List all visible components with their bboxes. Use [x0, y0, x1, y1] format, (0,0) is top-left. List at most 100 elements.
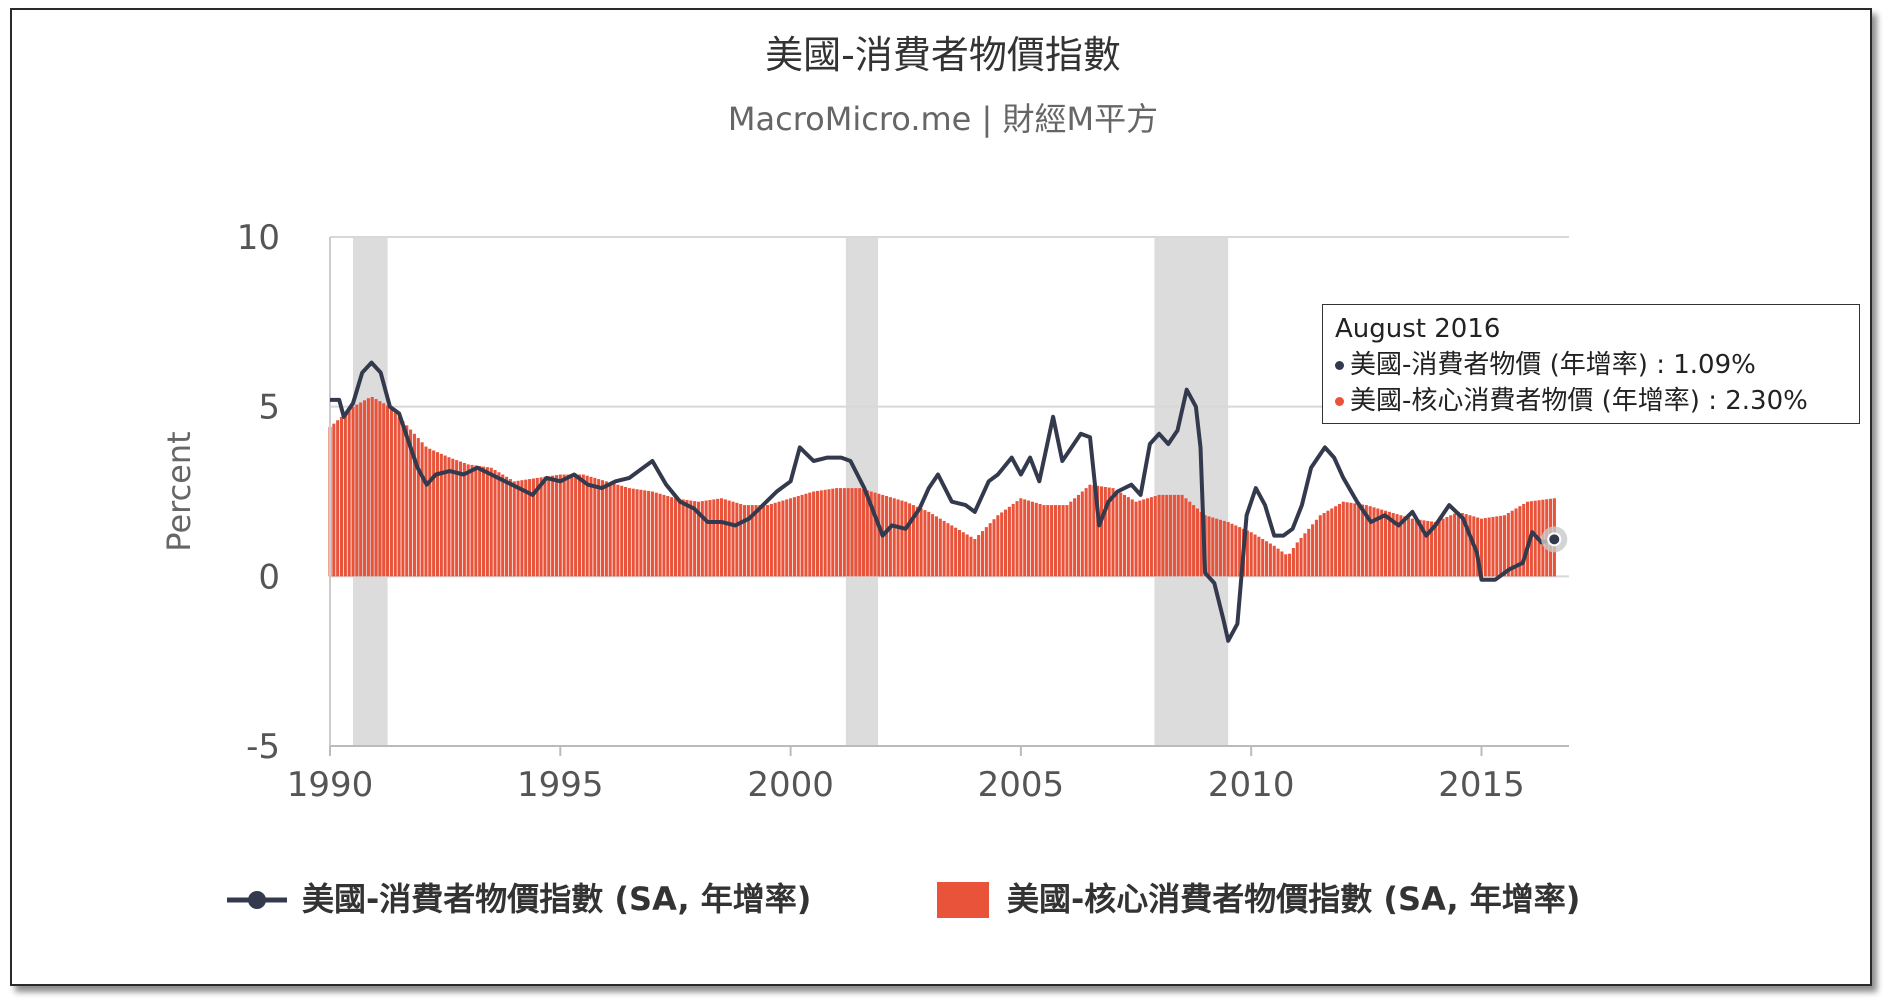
core-cpi-bar: [957, 529, 962, 577]
core-cpi-bar: [336, 420, 340, 577]
core-cpi-bar: [597, 479, 601, 577]
core-cpi-bar: [1061, 505, 1065, 577]
core-cpi-bar: [1199, 511, 1203, 577]
core-cpi-bar: [1418, 519, 1422, 577]
y-axis-title: Percent: [160, 431, 198, 551]
y-tick-label: 0: [258, 557, 280, 597]
core-cpi-bar: [1057, 505, 1061, 577]
core-cpi-bar: [347, 410, 351, 577]
hover-marker: [1547, 532, 1562, 547]
core-cpi-bar: [409, 429, 413, 577]
chart-subtitle: MacroMicro.me | 財經M平方: [728, 100, 1158, 138]
core-cpi-bar: [455, 460, 459, 577]
core-cpi-bar: [1395, 514, 1399, 577]
core-cpi-bar: [681, 499, 685, 577]
core-cpi-bar: [1449, 515, 1453, 577]
core-cpi-bar: [581, 474, 585, 577]
core-cpi-bar: [900, 500, 904, 577]
core-cpi-bar: [1215, 518, 1219, 577]
core-cpi-bar: [397, 416, 401, 577]
core-cpi-bar: [1234, 525, 1238, 577]
core-cpi-bar: [696, 501, 701, 577]
legend-core-cpi-label: 美國-核心消費者物價指數 (SA, 年增率): [1007, 880, 1580, 918]
core-cpi-bar: [712, 499, 716, 577]
core-cpi-bar: [996, 515, 1000, 577]
core-cpi-bar: [1046, 505, 1050, 577]
core-cpi-bar: [1433, 522, 1437, 577]
core-cpi-bar: [1092, 485, 1096, 577]
x-tick-label: 1995: [517, 765, 604, 805]
core-cpi-bar: [865, 490, 869, 577]
core-cpi-bar: [1000, 512, 1004, 577]
core-cpi-bar: [1403, 516, 1407, 577]
core-cpi-bar: [1502, 515, 1507, 577]
core-cpi-bar: [412, 433, 416, 577]
core-cpi-bar: [827, 489, 831, 577]
core-cpi-bar: [547, 476, 551, 577]
core-cpi-bar: [1276, 548, 1280, 577]
core-cpi-bar: [1007, 506, 1011, 577]
x-tick-label: 2010: [1208, 765, 1295, 805]
core-cpi-bar: [589, 476, 593, 577]
core-cpi-bar: [351, 406, 355, 577]
core-cpi-bar: [1222, 520, 1226, 577]
core-cpi-bar: [1019, 498, 1023, 577]
tooltip-cpi-value: 1.09%: [1673, 350, 1756, 380]
y-tick-label: 5: [258, 388, 280, 428]
core-cpi-bar: [524, 479, 528, 577]
core-cpi-bar: [1299, 537, 1303, 577]
core-cpi-bar: [374, 399, 378, 577]
core-cpi-bar: [600, 480, 605, 577]
core-cpi-bar: [478, 466, 482, 577]
core-cpi-bar: [689, 500, 693, 577]
core-cpi-bar: [1015, 501, 1019, 577]
core-cpi-bar: [1149, 497, 1153, 577]
core-cpi-bar: [489, 467, 493, 577]
core-cpi-bar: [1456, 511, 1460, 577]
x-tick-label: 2000: [747, 765, 834, 805]
core-cpi-bar: [1195, 508, 1199, 577]
core-cpi-bar: [1265, 541, 1269, 577]
core-cpi-bar: [750, 505, 754, 577]
core-cpi-bar: [942, 520, 946, 577]
core-cpi-dot-icon: [1335, 397, 1344, 406]
core-cpi-bar: [723, 499, 727, 577]
core-cpi-bar: [432, 450, 436, 577]
core-cpi-bar: [370, 396, 374, 577]
core-cpi-bar: [1038, 503, 1042, 577]
core-cpi-bar: [1284, 554, 1288, 577]
core-cpi-bar: [923, 510, 927, 577]
core-cpi-bar: [961, 532, 965, 577]
y-tick-label: -5: [246, 727, 280, 767]
core-cpi-bar: [1518, 506, 1522, 577]
core-cpi-bar: [401, 421, 405, 577]
tooltip-title: August 2016: [1335, 314, 1501, 344]
cpi-line: [330, 360, 1555, 643]
core-cpi-bar: [1053, 505, 1057, 577]
core-cpi-bar: [808, 492, 812, 577]
core-cpi-bar: [662, 494, 666, 577]
core-cpi-bar: [1184, 498, 1188, 577]
core-cpi-bar: [1288, 553, 1292, 577]
core-cpi-bar: [474, 465, 478, 577]
core-cpi-bar: [1004, 509, 1008, 577]
core-cpi-bar: [1130, 499, 1134, 577]
core-cpi-bar: [973, 539, 977, 577]
core-cpi-bar: [762, 505, 766, 577]
core-cpi-bar: [1387, 511, 1391, 577]
core-cpi-bar: [1230, 523, 1234, 577]
core-cpi-bar: [505, 476, 509, 577]
core-cpi-bar: [1491, 516, 1495, 577]
core-cpi-bar: [1445, 516, 1449, 577]
core-cpi-bar: [1153, 496, 1157, 577]
core-cpi-bar: [1380, 509, 1384, 577]
core-cpi-bar: [1011, 503, 1015, 577]
core-cpi-bar: [643, 490, 647, 577]
cpi-dot-icon: [1335, 361, 1344, 370]
core-cpi-bar: [458, 461, 463, 577]
core-cpi-bar: [838, 488, 843, 577]
tooltip-core-value: 2.30%: [1725, 386, 1808, 416]
core-cpi-bar: [1414, 519, 1418, 577]
core-cpi-bar: [719, 498, 724, 577]
core-cpi-bar: [858, 488, 862, 577]
